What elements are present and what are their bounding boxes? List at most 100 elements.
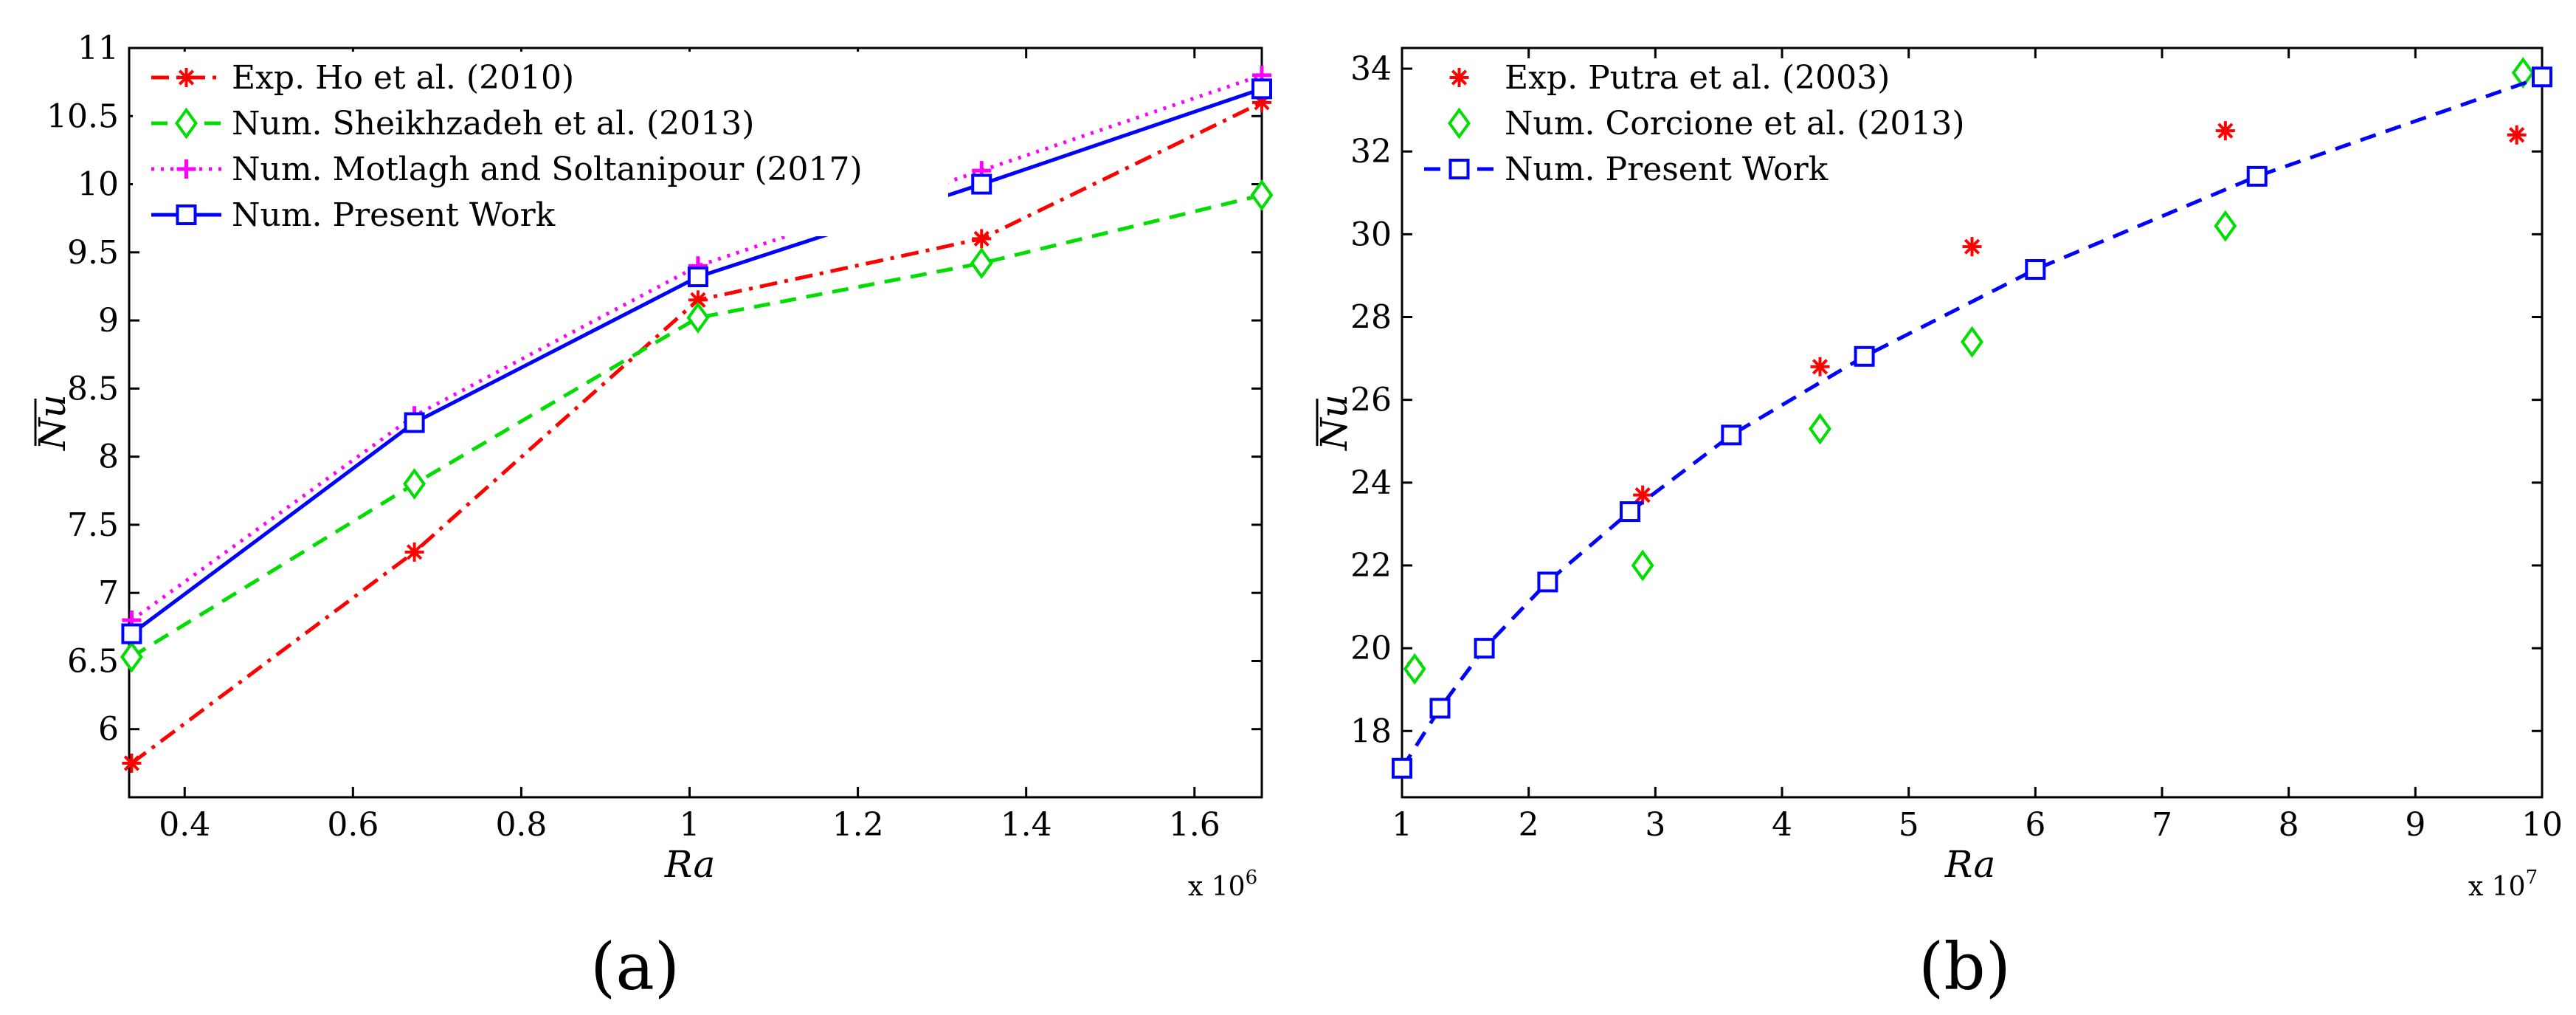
legend-item: Exp. Ho et al. (2010) [151,59,574,97]
data-point [121,623,142,644]
x-tick-label: 1 [1392,806,1412,844]
legend-box-a [133,52,948,236]
y-axis-label-text-b: Nu [1313,394,1356,451]
legend-marker [1448,159,1470,179]
series-a [120,65,1274,773]
series-1 [1405,121,2527,679]
data-point [970,247,993,279]
series-3 [1392,66,2552,779]
data-point [2215,121,2235,141]
data-point [404,412,425,433]
y-tick-label: 30 [1350,216,1392,253]
data-point [1633,485,1653,505]
legend-label: Exp. Putra et al. (2003) [1505,59,1890,97]
legend-label: Num. Motlagh and Soltanipour (2017) [232,151,863,188]
data-point [120,641,143,673]
ticks-a: 0.4 0.6 0.8 1 1.2 1.4 1.6 6 6.5 7 7.5 8 8.5 9 9.5 10 10.… [46,30,1262,844]
data-point [686,301,710,334]
data-point [1809,413,1831,445]
data-point [1721,424,1742,446]
x-axis-label-a: Ra [664,843,716,886]
data-point [2214,210,2237,242]
data-point [403,468,427,500]
data-point [1392,757,1412,779]
legend-a: Exp. Ho et al. (2010) Num. Sheikhzadeh et… [133,52,948,236]
legend-item: Num. Sheikhzadeh et al. (2013) [151,105,754,142]
data-point [688,290,708,310]
legend-item: Num. Motlagh and Soltanipour (2017) [151,151,863,188]
series-1 [122,92,1271,773]
data-point [2511,57,2535,89]
y-tick-label: 20 [1350,630,1392,667]
legend-label: Num. Corcione et al. (2013) [1505,105,1965,142]
legend-label: Num. Sheikhzadeh et al. (2013) [232,105,754,142]
data-point [2246,165,2268,187]
legend-label: Num. Present Work [1505,151,1829,188]
x-tick-label: 10 [2521,806,2563,844]
legend-b: Exp. Putra et al. (2003) Num. Corcione et… [1424,59,1965,188]
y-tick-label: 9 [98,302,119,340]
data-point [1403,653,1426,685]
x-axis-label-b: Ra [1944,843,1996,886]
legend-marker [1449,68,1469,87]
x-tick-label: 5 [1899,806,1919,844]
x-tick-label: 0.6 [327,806,379,844]
data-point [1810,357,1830,376]
legend-marker [176,68,196,87]
data-point [2507,125,2527,145]
data-point [1854,345,1875,367]
series-4 [121,78,1272,644]
data-point [1631,549,1654,582]
legend-item: Num. Corcione et al. (2013) [1448,105,1965,142]
series-b [1392,57,2552,779]
legend-item: Num. Present Work [1424,151,1829,188]
y-tick-label: 10 [77,166,119,204]
legend-item: Num. Present Work [151,196,556,234]
legend-label: Num. Present Work [232,196,556,234]
legend-marker [176,204,197,225]
y-tick-label: 11 [77,30,119,67]
legend-item: Exp. Putra et al. (2003) [1449,59,1890,97]
data-point [1250,179,1274,211]
y-tick-label: 8.5 [67,370,119,407]
panel-label-b: (b) [1919,929,2011,1005]
y-axis-label-text-a: Nu [31,394,74,451]
x-tick-label: 0.8 [495,806,547,844]
x-tick-label: 1 [680,806,700,844]
data-point [2025,259,2046,281]
data-point [1429,698,1451,719]
y-axis-label-a: Nu [31,394,74,451]
y-tick-label: 7.5 [67,506,119,544]
data-point [1961,326,1983,358]
x-tick-label: 3 [1645,806,1665,844]
y-tick-label: 18 [1350,712,1392,750]
x-multiplier-a: x 106 [1188,867,1257,902]
y-tick-label: 7 [98,574,119,612]
y-tick-label: 26 [1350,382,1392,419]
y-tick-label: 6 [98,711,119,749]
y-tick-label: 10.5 [46,97,119,135]
data-point [1474,638,1495,659]
y-tick-label: 9.5 [67,234,119,272]
series-2 [1403,57,2535,685]
x-tick-label: 1.2 [832,806,884,844]
data-point [1620,501,1640,523]
legend-label: Exp. Ho et al. (2010) [232,59,574,97]
series-line [130,73,1263,622]
legend-marker [176,159,196,179]
plot-frame-a [128,47,1263,799]
x-tick-label: 6 [2025,806,2045,844]
x-tick-label: 2 [1519,806,1539,844]
y-tick-label: 34 [1350,50,1392,88]
x-multiplier-b: x 107 [2468,867,2538,902]
x-tick-label: 0.4 [159,806,210,844]
plot-frame-b [1401,47,2544,799]
x-tick-label: 7 [2152,806,2172,844]
data-point [404,542,424,562]
y-tick-label: 22 [1350,547,1392,585]
data-point [972,229,992,249]
data-point [1537,571,1558,593]
series-line [1400,75,2543,770]
